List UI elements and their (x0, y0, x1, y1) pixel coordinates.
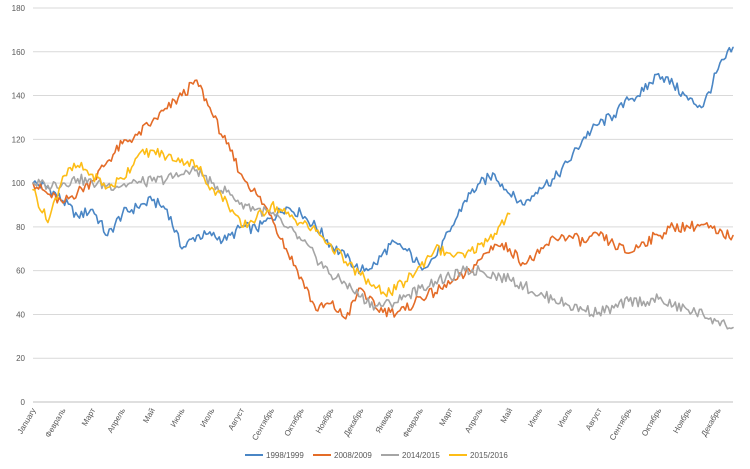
x-tick-label: Ноябрь (314, 407, 336, 436)
x-tick-label: January (16, 407, 38, 436)
y-tick-label: 60 (16, 267, 25, 276)
x-tick-label: Сентябрь (250, 407, 276, 443)
series-line-1998-1999 (32, 46, 734, 275)
x-tick-label: Май (499, 407, 515, 425)
x-tick-label: Февраль (401, 407, 425, 440)
x-tick-label: Декабрь (342, 407, 365, 439)
series-line-2008-2009 (32, 79, 734, 320)
y-tick-label: 0 (21, 398, 26, 407)
x-axis-ticks: January Февраль Март Апрель Май Июнь Июль Авгус… (16, 406, 723, 442)
y-tick-label: 180 (12, 4, 26, 13)
gridlines (33, 7, 733, 403)
legend-label: 2015/2016 (470, 451, 508, 460)
legend: 1998/1999 2008/2009 2014/2015 2015/2016 (245, 451, 508, 460)
x-tick-label: Июль (556, 407, 574, 429)
x-tick-label: Апрель (463, 407, 484, 435)
y-tick-label: 40 (16, 310, 25, 319)
x-tick-label: Май (141, 407, 157, 425)
x-tick-label: Октябрь (640, 407, 663, 438)
x-tick-label: Ноябрь (671, 407, 693, 436)
legend-label: 2008/2009 (334, 451, 372, 460)
x-tick-label: Июнь (169, 407, 187, 429)
x-tick-label: Август (584, 406, 604, 432)
series-lines (32, 46, 734, 330)
y-tick-label: 160 (12, 48, 26, 57)
y-tick-label: 80 (16, 223, 25, 232)
y-tick-label: 20 (16, 354, 25, 363)
x-tick-label: Декабрь (699, 407, 722, 439)
x-tick-label: Август (226, 406, 246, 432)
x-tick-label: Сентябрь (608, 407, 634, 443)
legend-label: 2014/2015 (402, 451, 440, 460)
y-tick-label: 100 (12, 179, 26, 188)
x-tick-label: Июль (198, 407, 216, 429)
x-tick-label: Октябрь (283, 407, 306, 438)
x-tick-label: Январь (374, 407, 396, 435)
x-tick-label: Февраль (43, 407, 67, 440)
y-tick-label: 140 (12, 92, 26, 101)
x-tick-label: Апрель (106, 407, 127, 435)
x-tick-label: Июнь (526, 407, 544, 429)
x-tick-label: Март (80, 406, 98, 427)
y-tick-label: 120 (12, 135, 26, 144)
series-line-2015-2016 (32, 147, 511, 298)
y-axis-ticks: 0 20 40 60 80 100 120 140 160 180 (12, 4, 26, 407)
series-line-2014-2015 (32, 165, 734, 330)
legend-label: 1998/1999 (266, 451, 304, 460)
x-tick-label: Март (437, 406, 455, 427)
